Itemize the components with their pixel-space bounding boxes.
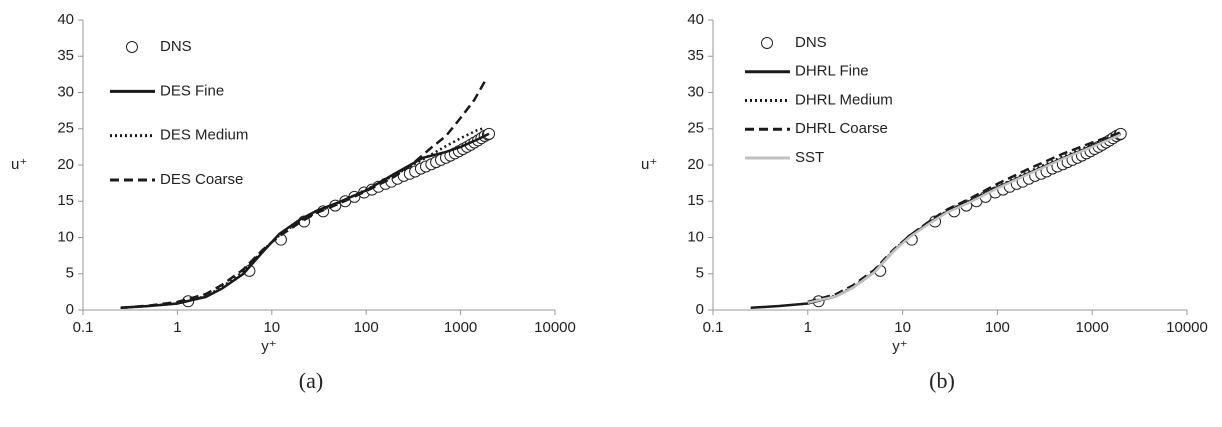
legend-label: DNS <box>795 34 827 51</box>
x-tick-label: 10000 <box>534 319 576 336</box>
legend-label: DHRL Fine <box>795 63 869 80</box>
caption: (a) <box>299 368 323 393</box>
y-tick-label: 0 <box>696 301 704 318</box>
x-tick-label: 10 <box>263 319 280 336</box>
data-line <box>807 131 1122 304</box>
legend-symbol <box>761 37 773 49</box>
caption: (b) <box>929 368 955 393</box>
x-tick-label: 10000 <box>1166 319 1208 336</box>
x-tick-label: 1 <box>804 319 812 336</box>
y-tick-label: 25 <box>687 120 704 137</box>
x-tick-label: 0.1 <box>703 319 724 336</box>
data-point <box>483 127 496 140</box>
y-axis-label: u⁺ <box>11 156 27 173</box>
legend-label: DHRL Medium <box>795 91 893 108</box>
y-axis-label: u⁺ <box>641 156 657 173</box>
y-tick-label: 10 <box>687 228 704 245</box>
x-tick-label: 100 <box>985 319 1010 336</box>
y-tick-label: 40 <box>57 11 74 28</box>
x-tick-label: 1 <box>173 319 181 336</box>
legend-label: DES Fine <box>160 82 224 99</box>
data-line <box>807 133 1122 305</box>
y-tick-label: 20 <box>57 156 74 173</box>
y-tick-label: 0 <box>66 301 74 318</box>
x-tick-label: 100 <box>354 319 379 336</box>
x-axis-label: y⁺ <box>261 338 276 355</box>
y-tick-label: 25 <box>57 120 74 137</box>
y-tick-label: 30 <box>687 83 704 100</box>
x-tick-label: 10 <box>894 319 911 336</box>
legend-label: DES Coarse <box>160 171 243 188</box>
legend-label: DES Medium <box>160 127 248 144</box>
y-tick-label: 5 <box>66 265 74 282</box>
x-axis-label: y⁺ <box>892 338 907 355</box>
legend-label: SST <box>795 149 824 166</box>
y-tick-label: 5 <box>696 265 704 282</box>
x-tick-label: 1000 <box>444 319 477 336</box>
legend-symbol <box>126 41 138 53</box>
x-tick-label: 0.1 <box>73 319 94 336</box>
y-tick-label: 15 <box>687 192 704 209</box>
legend-label: DNS <box>160 38 192 55</box>
legend-label: DHRL Coarse <box>795 120 888 137</box>
y-tick-label: 30 <box>57 83 74 100</box>
y-tick-label: 15 <box>57 192 74 209</box>
y-tick-label: 35 <box>687 47 704 64</box>
y-tick-label: 20 <box>687 156 704 173</box>
data-line <box>120 126 486 310</box>
x-tick-label: 1000 <box>1076 319 1109 336</box>
data-line <box>120 80 486 310</box>
y-tick-label: 35 <box>57 47 74 64</box>
y-tick-label: 10 <box>57 228 74 245</box>
y-tick-label: 40 <box>687 11 704 28</box>
